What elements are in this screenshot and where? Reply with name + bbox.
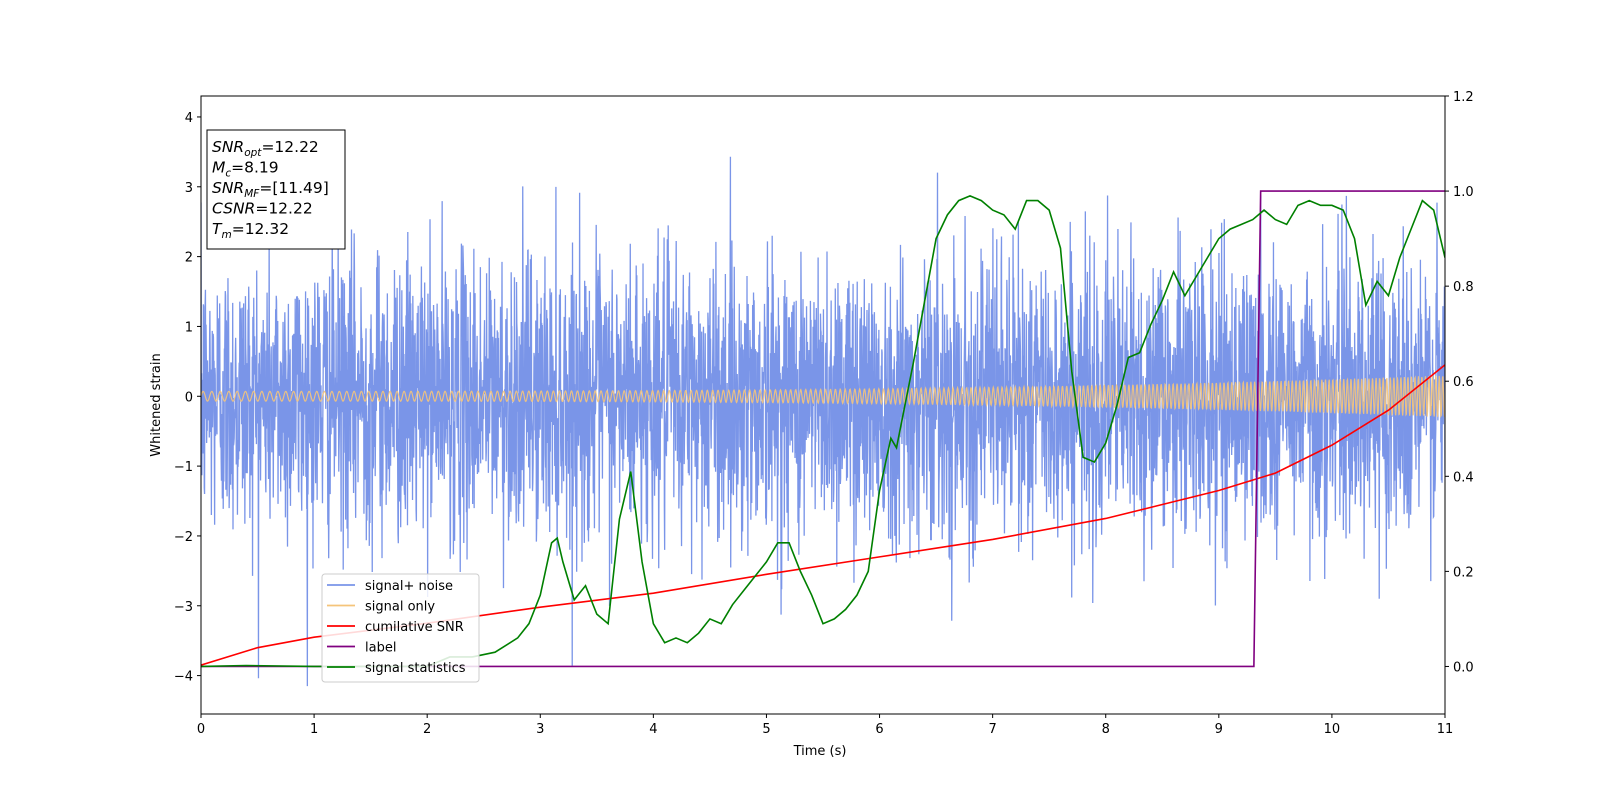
y-tick-label: 3 bbox=[185, 181, 193, 196]
x-tick-label: 3 bbox=[536, 722, 544, 737]
series-signal-noise-line bbox=[201, 156, 1445, 687]
x-tick-label: 6 bbox=[875, 722, 883, 737]
y-tick-label: −2 bbox=[174, 530, 193, 545]
info-box-frame bbox=[206, 129, 346, 250]
legend-label: signal statistics bbox=[365, 661, 466, 676]
x-axis-label: Time (s) bbox=[793, 744, 847, 759]
y-tick-label: −3 bbox=[174, 600, 193, 615]
info-box-line: CSNR=12.22 bbox=[212, 200, 313, 218]
y2-tick-label: 0.4 bbox=[1453, 470, 1474, 485]
x-tick-label: 0 bbox=[197, 722, 205, 737]
y-tick-label: 2 bbox=[185, 251, 193, 266]
y-tick-label: 4 bbox=[185, 111, 193, 126]
y-tick-label: 0 bbox=[185, 390, 193, 405]
x-tick-label: 4 bbox=[649, 722, 657, 737]
x-tick-label: 11 bbox=[1437, 722, 1454, 737]
legend: signal+ noise signal only cumilative SNR la… bbox=[321, 573, 480, 683]
x-tick-label: 9 bbox=[1215, 722, 1223, 737]
legend-label: cumilative SNR bbox=[365, 620, 464, 635]
series-signal-statistics-line bbox=[201, 194, 1445, 668]
info-box-line: Tm=12.32 bbox=[212, 220, 289, 241]
info-box-line: SNRMF=[11.49] bbox=[212, 179, 329, 200]
y2-tick-label: 0.0 bbox=[1453, 660, 1474, 675]
y2-tick-label: 1.2 bbox=[1453, 90, 1474, 105]
info-box-line: SNRopt=12.22 bbox=[212, 138, 319, 159]
x-tick-label: 7 bbox=[988, 722, 996, 737]
series-signal-only-line bbox=[201, 374, 1445, 419]
x-tick-label: 2 bbox=[423, 722, 431, 737]
y2-tick-label: 0.6 bbox=[1453, 375, 1474, 390]
y2-tick-label: 1.0 bbox=[1453, 185, 1474, 200]
y2-tick-label: 0.2 bbox=[1453, 565, 1474, 580]
x-tick-label: 8 bbox=[1102, 722, 1110, 737]
info-box-line: Mc=8.19 bbox=[212, 159, 279, 180]
y-axis-label: Whitened strain bbox=[149, 353, 164, 456]
legend-label: signal+ noise bbox=[365, 579, 453, 594]
series-label-line bbox=[201, 190, 1445, 668]
legend-frame bbox=[321, 573, 480, 683]
info-box: SNRopt=12.22Mc=8.19SNRMF=[11.49]CSNR=12.… bbox=[206, 129, 346, 250]
legend-label: label bbox=[365, 641, 396, 656]
x-tick-label: 5 bbox=[762, 722, 770, 737]
plot-frame bbox=[200, 95, 1446, 715]
y-tick-label: 1 bbox=[185, 320, 193, 335]
y2-tick-label: 0.8 bbox=[1453, 280, 1474, 295]
axes-layer: 0 1 2 3 4 5 6 7 8 9 10 1143210−1−2−3−41.21.00.80.60… bbox=[174, 90, 1474, 737]
x-tick-label: 10 bbox=[1324, 722, 1341, 737]
x-tick-label: 1 bbox=[310, 722, 318, 737]
y-tick-label: −4 bbox=[174, 670, 193, 685]
y-tick-label: −1 bbox=[174, 460, 193, 475]
legend-label: signal only bbox=[365, 600, 435, 615]
